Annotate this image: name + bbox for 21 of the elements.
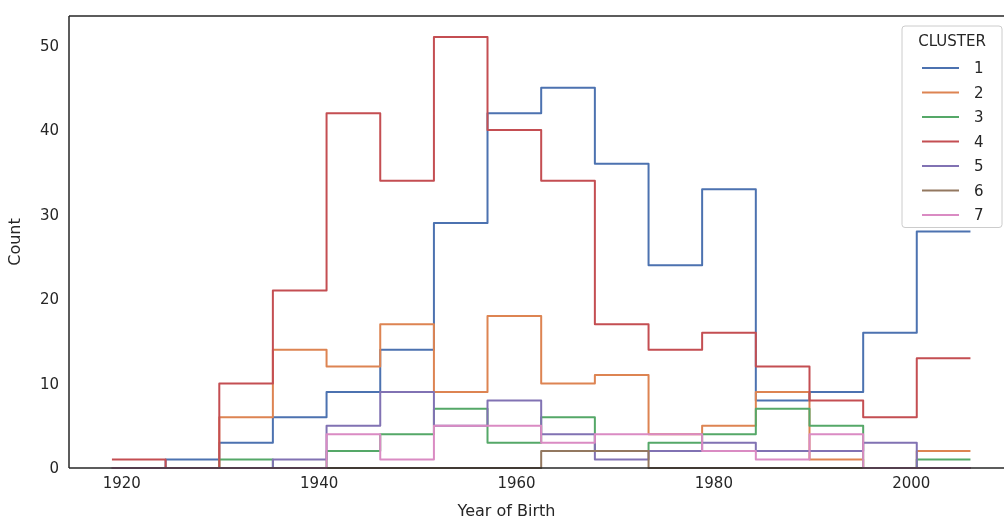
y-tick-label: 10	[39, 374, 59, 393]
x-tick-label: 1960	[497, 474, 536, 492]
legend-label: 3	[974, 108, 984, 127]
y-axis-title: Count	[5, 218, 24, 266]
x-axis-title: Year of Birth	[456, 501, 556, 520]
legend-label: 5	[974, 157, 984, 176]
y-tick-label: 40	[39, 121, 59, 140]
legend-label: 7	[974, 206, 984, 225]
legend-label: 1	[974, 59, 984, 78]
y-tick-label: 30	[39, 205, 59, 224]
y-tick-label: 0	[49, 459, 59, 478]
x-tick-label: 1940	[300, 474, 339, 492]
legend-label: 6	[974, 181, 984, 200]
x-tick-label: 1980	[694, 474, 733, 492]
y-tick-label: 20	[39, 290, 59, 309]
legend-label: 2	[974, 83, 984, 102]
y-tick-label: 50	[39, 36, 59, 55]
x-tick-label: 2000	[892, 474, 931, 492]
legend-label: 4	[974, 132, 984, 151]
legend-title: CLUSTER	[918, 32, 986, 50]
x-tick-label: 1920	[102, 474, 141, 492]
